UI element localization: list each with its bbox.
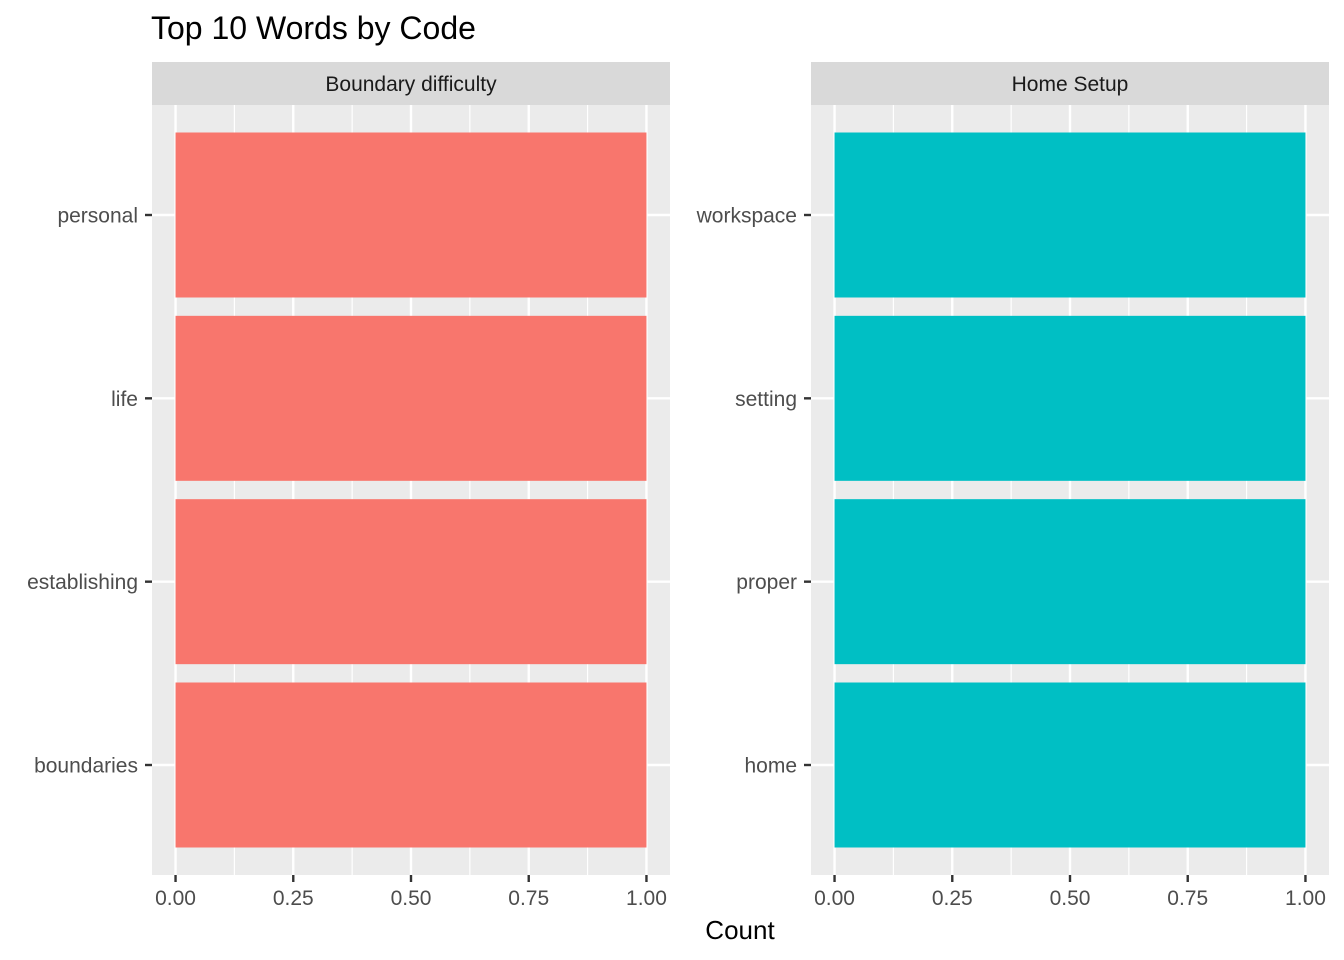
chart-title: Top 10 Words by Code: [151, 10, 476, 46]
y-tick-label: personal: [57, 205, 138, 228]
y-tick-label: establishing: [27, 571, 138, 594]
bar: [834, 315, 1306, 481]
facet-panel: Boundary difficulty personal life establish…: [27, 62, 670, 910]
bar: [175, 315, 647, 481]
facet-strip-label: Home Setup: [1012, 73, 1129, 96]
facet-panels: Boundary difficulty personal life establish…: [27, 62, 1329, 910]
x-tick-label: 0.00: [814, 887, 855, 910]
x-tick-label: 0.75: [508, 887, 549, 910]
x-tick-label: 0.50: [391, 887, 432, 910]
bar: [175, 499, 647, 665]
y-tick-label: proper: [736, 571, 797, 594]
y-tick-label: workspace: [696, 205, 797, 228]
bar: [834, 682, 1306, 848]
facet-strip: [811, 62, 1329, 105]
bar: [175, 132, 647, 298]
y-tick-label: home: [744, 755, 797, 778]
facet-strip: [152, 62, 670, 105]
bar: [834, 499, 1306, 665]
y-tick-label: boundaries: [34, 755, 138, 778]
y-tick-label: setting: [735, 388, 797, 411]
x-tick-label: 0.25: [932, 887, 973, 910]
x-axis-title: Count: [705, 915, 775, 945]
bar: [175, 682, 647, 848]
y-tick-label: life: [111, 388, 138, 411]
x-tick-label: 0.25: [273, 887, 314, 910]
facet-panel: Home Setup workspace setting proper home 0.00…: [696, 62, 1329, 910]
x-tick-label: 1.00: [1285, 887, 1326, 910]
x-tick-label: 0.50: [1050, 887, 1091, 910]
x-tick-label: 0.00: [155, 887, 196, 910]
bar: [834, 132, 1306, 298]
x-tick-label: 0.75: [1167, 887, 1208, 910]
x-tick-label: 1.00: [626, 887, 667, 910]
facet-strip-label: Boundary difficulty: [325, 73, 497, 96]
